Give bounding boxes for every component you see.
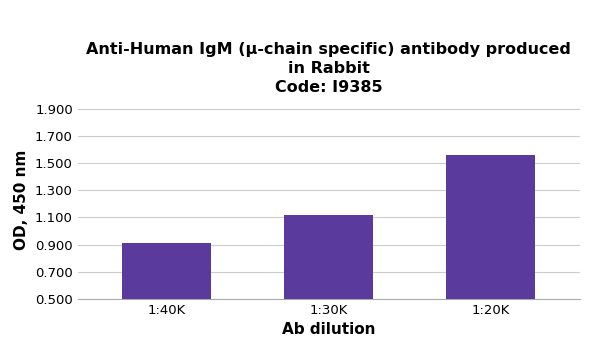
Bar xyxy=(123,243,212,299)
X-axis label: Ab dilution: Ab dilution xyxy=(282,322,376,337)
Bar xyxy=(446,155,535,299)
Bar xyxy=(284,215,374,299)
Y-axis label: OD, 450 nm: OD, 450 nm xyxy=(14,150,29,250)
Title: Anti-Human IgM (μ-chain specific) antibody produced
in Rabbit
Code: I9385: Anti-Human IgM (μ-chain specific) antibo… xyxy=(87,42,571,95)
